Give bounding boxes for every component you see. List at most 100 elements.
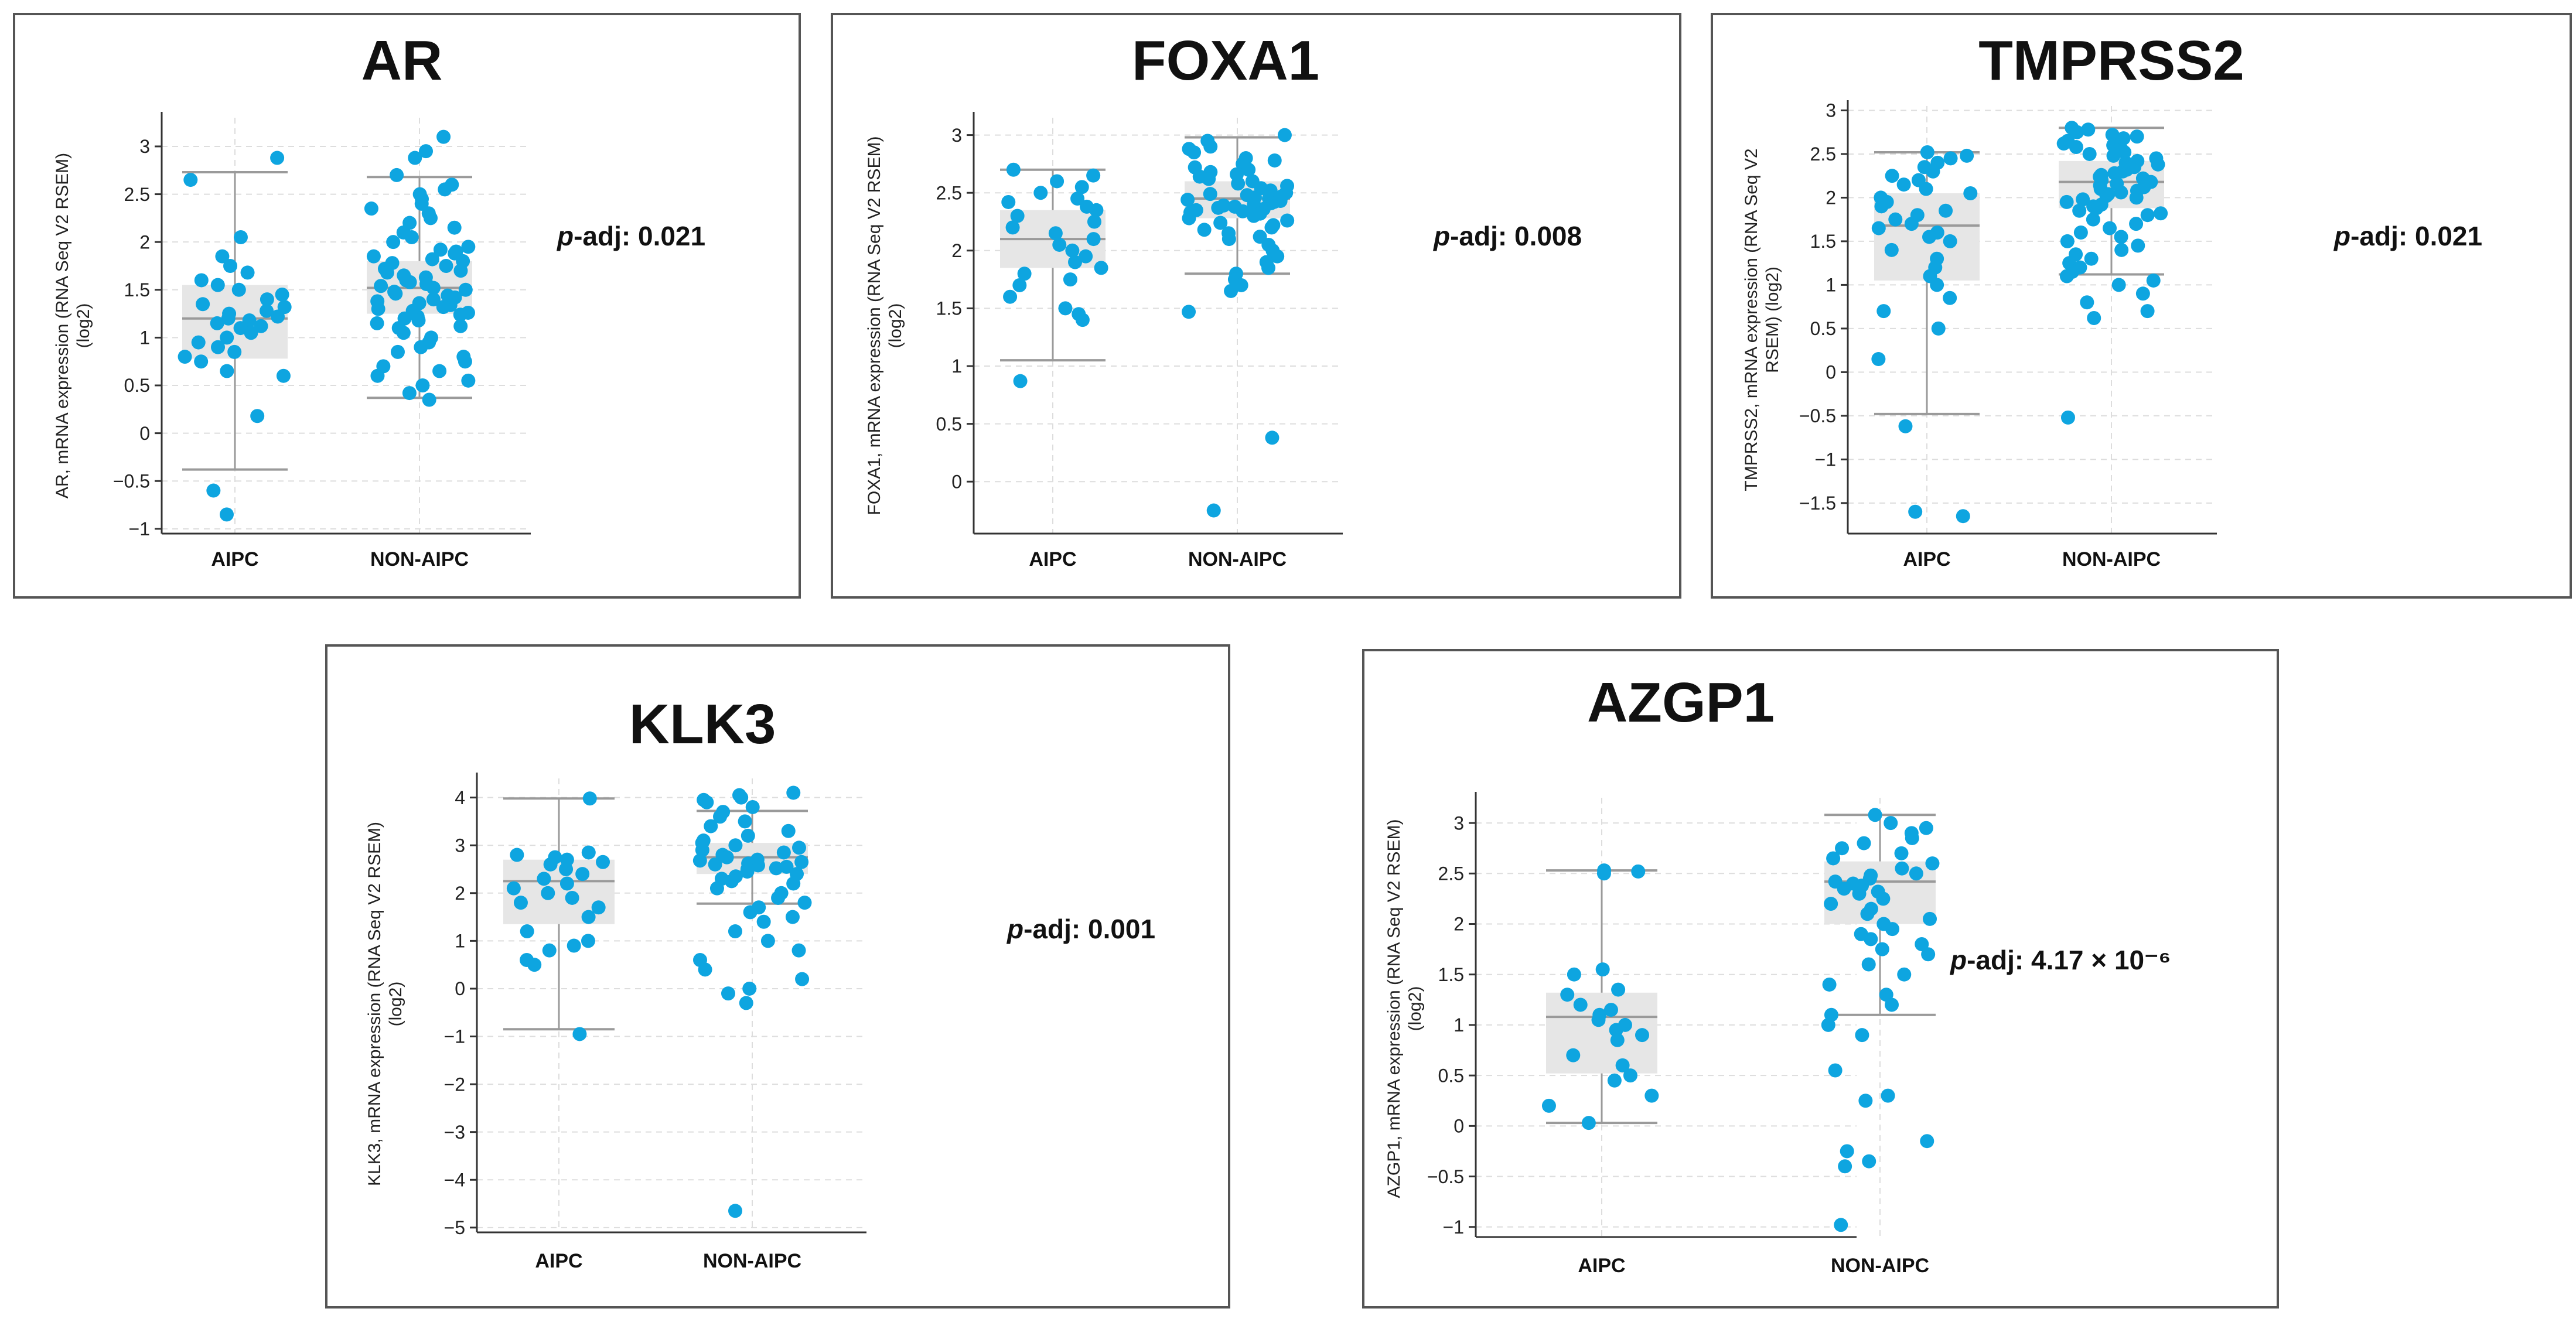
data-point <box>1566 1048 1581 1062</box>
data-point <box>424 211 438 226</box>
data-point <box>2076 192 2090 207</box>
data-point <box>1644 1088 1659 1103</box>
data-point <box>2059 194 2074 209</box>
data-point <box>1857 836 1871 850</box>
data-point <box>537 872 551 886</box>
y-tick-label: 0.5 <box>1810 318 1836 339</box>
data-point <box>769 861 783 876</box>
data-point <box>2154 206 2168 221</box>
data-point <box>1898 419 1913 433</box>
data-point <box>2140 304 2155 319</box>
data-point <box>1182 305 1196 319</box>
data-point <box>1048 226 1063 241</box>
data-point <box>567 938 581 953</box>
data-point <box>1187 145 1202 160</box>
data-point <box>1915 937 1929 951</box>
data-point <box>1884 242 1899 257</box>
chart-title: FOXA1 <box>1132 29 1319 92</box>
data-point <box>795 972 810 986</box>
data-point <box>2080 295 2094 310</box>
data-point <box>422 392 436 407</box>
data-point <box>1265 431 1280 445</box>
data-point <box>1919 182 1933 196</box>
data-point <box>1247 209 1261 223</box>
chart-ar: AR −1 −0.5 0 0.5 1 1.5 2 2.5 3 AR, mRNA expression… <box>53 29 531 570</box>
data-point <box>738 814 752 829</box>
data-point <box>559 862 574 876</box>
data-point <box>1001 194 1016 209</box>
data-point <box>2151 157 2165 172</box>
data-point <box>1013 374 1028 388</box>
data-point <box>1591 1013 1606 1027</box>
y-tick-label: 4 <box>455 787 465 808</box>
y-tick-label: 1.5 <box>1810 231 1836 252</box>
data-point <box>1033 186 1048 200</box>
data-point <box>2146 273 2161 288</box>
p-adj-klk3: p-adj: 0.001 <box>1007 914 1156 944</box>
data-point <box>771 890 786 905</box>
data-point <box>794 855 809 869</box>
data-point <box>1567 967 1581 982</box>
data-point <box>791 943 806 958</box>
data-point <box>2106 148 2121 163</box>
data-point <box>1922 230 1936 244</box>
data-point <box>1923 911 1937 926</box>
data-point <box>527 958 542 972</box>
data-point <box>1089 203 1104 217</box>
data-point <box>1824 897 1838 911</box>
p-adj-foxa1: p-adj: 0.008 <box>1434 221 1582 251</box>
y-tick-label: 2 <box>1826 187 1836 209</box>
data-point <box>1896 177 1911 192</box>
x-category-label: AIPC <box>1029 548 1076 570</box>
y-tick-label: −0.5 <box>1799 405 1836 426</box>
data-point <box>1224 283 1238 298</box>
p-adj-ar: p-adj: 0.021 <box>557 221 706 251</box>
y-tick-label: −1 <box>129 518 150 539</box>
y-tick-label: 2 <box>455 883 465 904</box>
data-point <box>1270 249 1285 264</box>
data-point <box>2107 166 2122 180</box>
panel-klk3: KLK3 −5 −4 −3 −2 −1 0 1 2 3 4 KLK3, mRNA expression… <box>325 644 1230 1308</box>
data-point <box>1921 947 1936 962</box>
data-point <box>1610 1033 1625 1047</box>
y-tick-label: 1.5 <box>1438 964 1464 985</box>
data-point <box>581 910 596 924</box>
data-point <box>543 857 558 872</box>
data-point <box>1835 841 1850 856</box>
data-point <box>436 129 451 144</box>
data-point <box>1876 304 1891 319</box>
data-point <box>1919 821 1933 835</box>
data-point <box>425 252 439 267</box>
data-point <box>194 354 209 369</box>
data-point <box>786 876 801 891</box>
data-point <box>2129 217 2144 231</box>
data-point <box>1963 186 1978 200</box>
data-point <box>1277 128 1292 142</box>
data-point <box>1241 162 1256 177</box>
y-axis-label: AR, mRNA expression (RNA Seq V2 RSEM) (lo… <box>53 153 93 498</box>
data-point <box>1834 1218 1848 1232</box>
data-point <box>453 319 468 333</box>
data-point <box>1211 200 1226 215</box>
y-tick-label: 2 <box>1454 914 1464 935</box>
data-point <box>1909 866 1923 881</box>
data-point <box>791 841 806 855</box>
data-point <box>1010 209 1025 223</box>
data-point <box>506 881 521 896</box>
data-point <box>1607 1073 1622 1088</box>
data-point <box>221 311 236 326</box>
data-point <box>581 845 596 860</box>
data-point <box>1860 907 1875 921</box>
data-point <box>760 934 775 948</box>
y-tick-label: 0 <box>139 423 150 444</box>
data-point <box>1070 192 1085 206</box>
data-point <box>390 168 404 182</box>
x-category-label: NON-AIPC <box>2062 548 2161 570</box>
y-tick-label: 0 <box>951 471 962 492</box>
data-point <box>785 910 800 924</box>
data-point <box>1180 193 1195 207</box>
data-point <box>741 828 755 843</box>
data-point <box>415 378 430 393</box>
y-axis-label-line: AR, mRNA expression (RNA Seq V2 RSEM) <box>53 153 72 498</box>
y-tick-label: −1 <box>1815 449 1836 470</box>
